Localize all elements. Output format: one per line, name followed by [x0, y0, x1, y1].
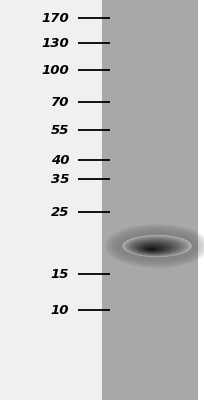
Ellipse shape — [128, 238, 184, 256]
Ellipse shape — [125, 236, 188, 256]
Text: 70: 70 — [51, 96, 69, 108]
Ellipse shape — [139, 243, 169, 253]
Bar — [198, 0, 204, 400]
Text: 15: 15 — [51, 268, 69, 280]
Ellipse shape — [107, 225, 204, 267]
Ellipse shape — [142, 245, 163, 252]
Text: 35: 35 — [51, 173, 69, 186]
Text: 130: 130 — [42, 37, 69, 50]
Ellipse shape — [124, 236, 189, 256]
Ellipse shape — [137, 242, 171, 253]
Ellipse shape — [134, 241, 175, 254]
Ellipse shape — [144, 246, 161, 251]
Text: 40: 40 — [51, 154, 69, 166]
Ellipse shape — [127, 238, 185, 256]
Ellipse shape — [150, 249, 152, 250]
Ellipse shape — [140, 244, 167, 252]
Ellipse shape — [131, 239, 180, 255]
Text: 10: 10 — [51, 304, 69, 316]
Ellipse shape — [129, 238, 182, 255]
Ellipse shape — [109, 227, 204, 265]
Ellipse shape — [147, 248, 156, 250]
Ellipse shape — [132, 240, 178, 254]
Ellipse shape — [105, 224, 204, 268]
Ellipse shape — [146, 247, 158, 251]
Ellipse shape — [135, 241, 174, 254]
Ellipse shape — [136, 242, 173, 254]
Ellipse shape — [149, 249, 154, 250]
Ellipse shape — [141, 245, 165, 252]
Ellipse shape — [145, 247, 159, 251]
Text: 170: 170 — [42, 12, 69, 24]
Ellipse shape — [123, 236, 190, 257]
Text: 55: 55 — [51, 124, 69, 136]
Ellipse shape — [126, 237, 186, 256]
Ellipse shape — [122, 235, 192, 257]
Bar — [102, 0, 204, 400]
Text: 25: 25 — [51, 206, 69, 218]
Ellipse shape — [141, 244, 166, 252]
Ellipse shape — [143, 246, 162, 252]
Ellipse shape — [130, 239, 181, 255]
Ellipse shape — [112, 228, 203, 264]
Ellipse shape — [148, 248, 155, 250]
Text: 100: 100 — [42, 64, 69, 76]
Ellipse shape — [138, 243, 170, 253]
Ellipse shape — [133, 240, 177, 254]
